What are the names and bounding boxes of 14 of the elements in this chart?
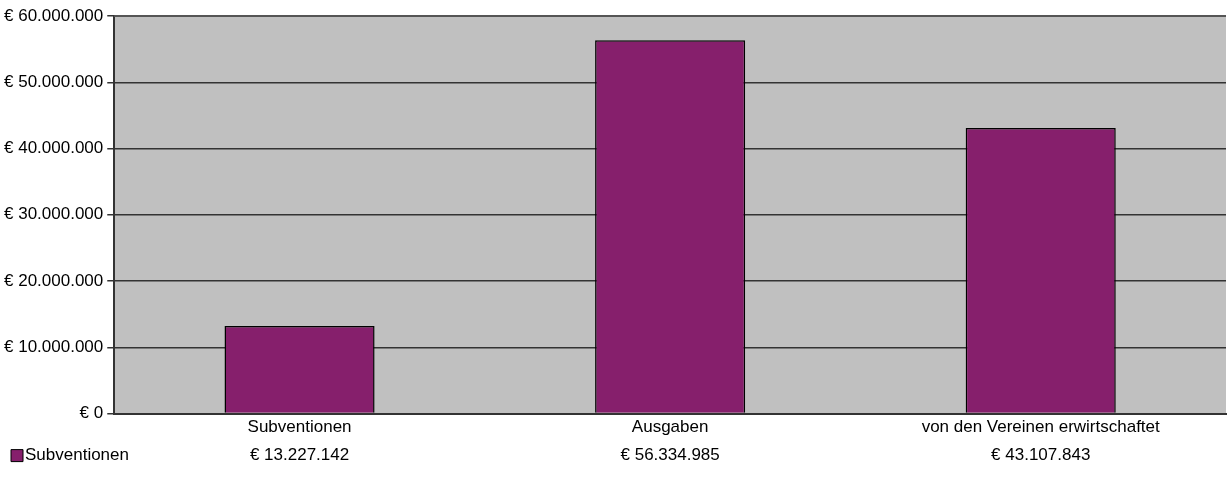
y-tick-label: € 20.000.000 bbox=[4, 270, 104, 290]
y-tick-label: € 30.000.000 bbox=[4, 204, 104, 224]
data-label: € 13.227.142 bbox=[249, 445, 350, 465]
data-label: € 56.334.985 bbox=[620, 445, 720, 465]
y-tick-label: € 10.000.000 bbox=[4, 337, 104, 357]
y-tick-label: € 40.000.000 bbox=[4, 138, 104, 158]
data-label: € 43.107.843 bbox=[991, 445, 1091, 465]
x-tick-label: Subventionen bbox=[247, 417, 352, 437]
y-tick-label: € 0 bbox=[79, 403, 104, 423]
legend-label: Subventionen bbox=[25, 445, 129, 465]
x-tick-label: Ausgaben bbox=[631, 417, 709, 437]
x-tick-label: von den Vereinen erwirtschaftet bbox=[921, 417, 1161, 437]
y-tick-label: € 50.000.000 bbox=[4, 71, 104, 91]
y-tick-label: € 60.000.000 bbox=[4, 5, 104, 25]
